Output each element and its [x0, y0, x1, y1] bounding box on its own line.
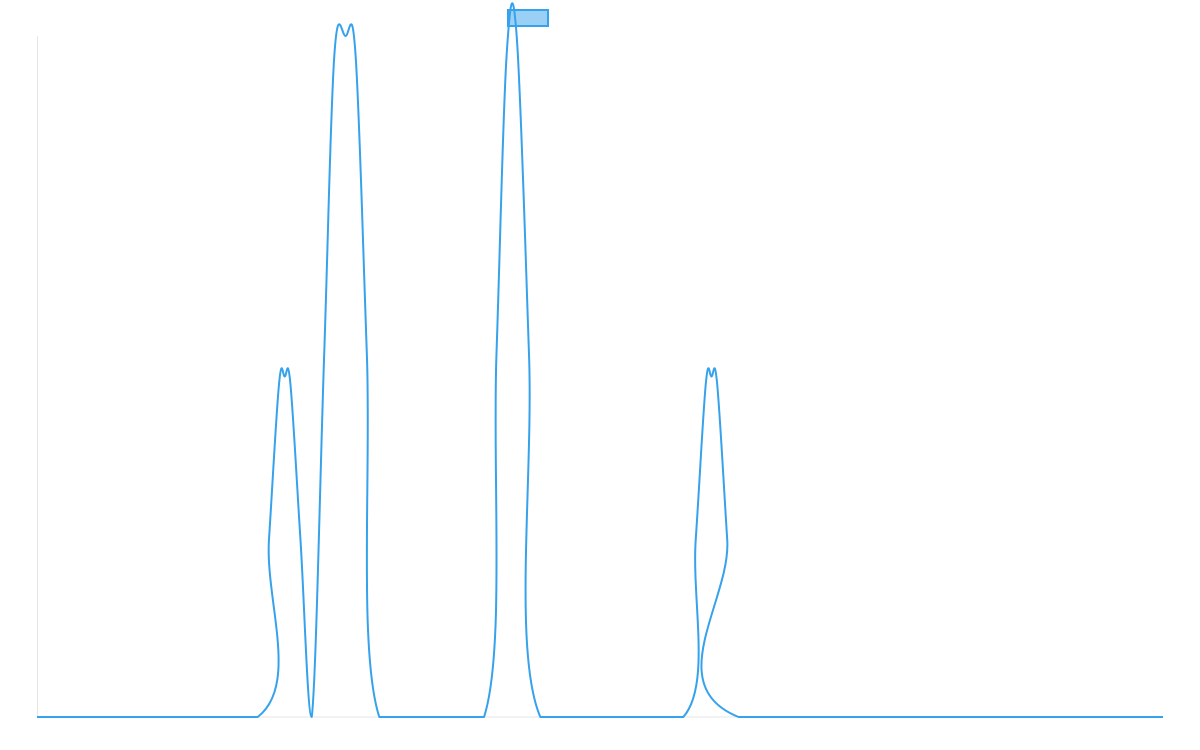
- series-layer: [36, 2, 1163, 719]
- series-line-0[interactable]: [36, 2, 1163, 719]
- legend[interactable]: [507, 9, 549, 27]
- legend-swatch[interactable]: [507, 9, 549, 27]
- axes: [37, 36, 1163, 718]
